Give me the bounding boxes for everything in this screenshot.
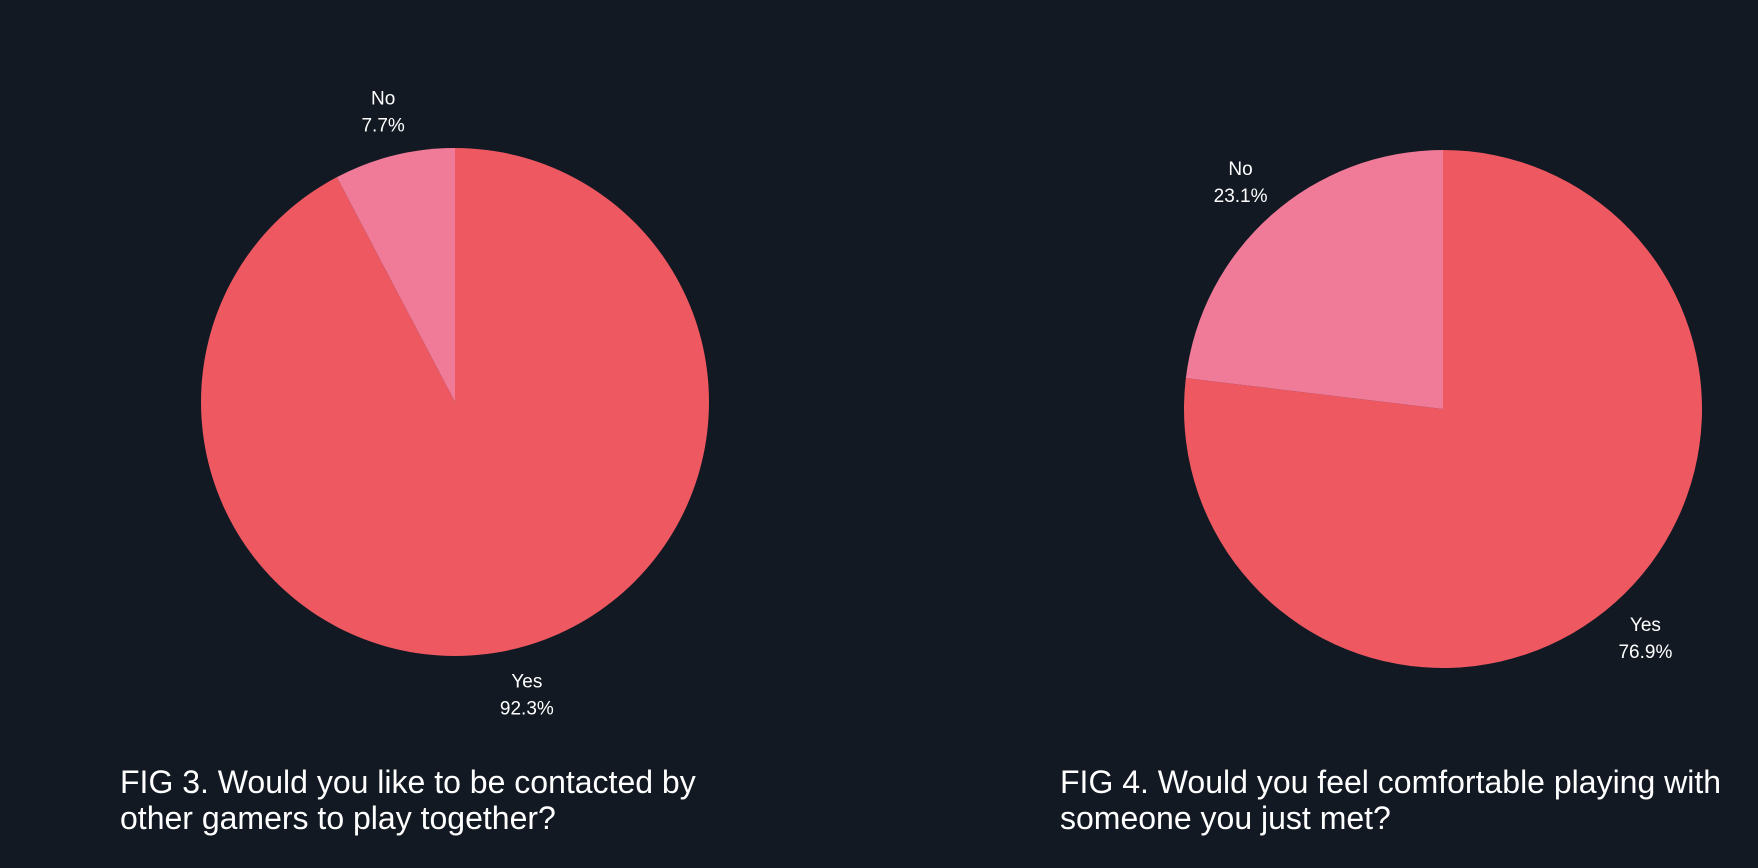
pie-chart-fig4: Yes 76.9% No 23.1% bbox=[1184, 150, 1702, 668]
chart-title-fig3-line-1: FIG 3. Would you like to be contacted by bbox=[120, 764, 696, 800]
slice-category-fig4-yes: Yes bbox=[1630, 615, 1661, 636]
slice-label-fig4-no: No 23.1% bbox=[1214, 159, 1268, 207]
chart-title-fig4: FIG 4. Would you feel comfortable playin… bbox=[1060, 764, 1721, 836]
slice-value-fig4-no: 23.1% bbox=[1214, 186, 1268, 207]
chart-title-fig3-line-2: other gamers to play together? bbox=[120, 800, 556, 836]
slice-category-fig4-no: No bbox=[1228, 159, 1252, 180]
slice-value-fig3-no: 7.7% bbox=[361, 116, 404, 137]
slice-label-fig4-yes: Yes 76.9% bbox=[1618, 615, 1672, 663]
slice-category-fig3-no: No bbox=[371, 89, 395, 110]
chart-title-fig3: FIG 3. Would you like to be contacted by… bbox=[120, 764, 696, 836]
pie-slice-fig3-yes bbox=[200, 148, 709, 656]
slice-label-fig3-yes: Yes 92.3% bbox=[500, 671, 554, 719]
chart-title-fig4-line-2: someone you just met? bbox=[1060, 800, 1391, 836]
slice-value-fig3-yes: 92.3% bbox=[500, 698, 554, 719]
slice-label-fig3-no: No 7.7% bbox=[361, 89, 404, 137]
pie-slice-fig3-no bbox=[336, 148, 455, 402]
pie-slice-fig4-no bbox=[1185, 150, 1443, 409]
slice-value-fig4-yes: 76.9% bbox=[1618, 642, 1672, 663]
pie-chart-fig3: Yes 92.3% No 7.7% bbox=[200, 89, 709, 719]
chart-title-fig4-line-1: FIG 4. Would you feel comfortable playin… bbox=[1060, 764, 1722, 800]
slice-category-fig3-yes: Yes bbox=[511, 671, 542, 692]
